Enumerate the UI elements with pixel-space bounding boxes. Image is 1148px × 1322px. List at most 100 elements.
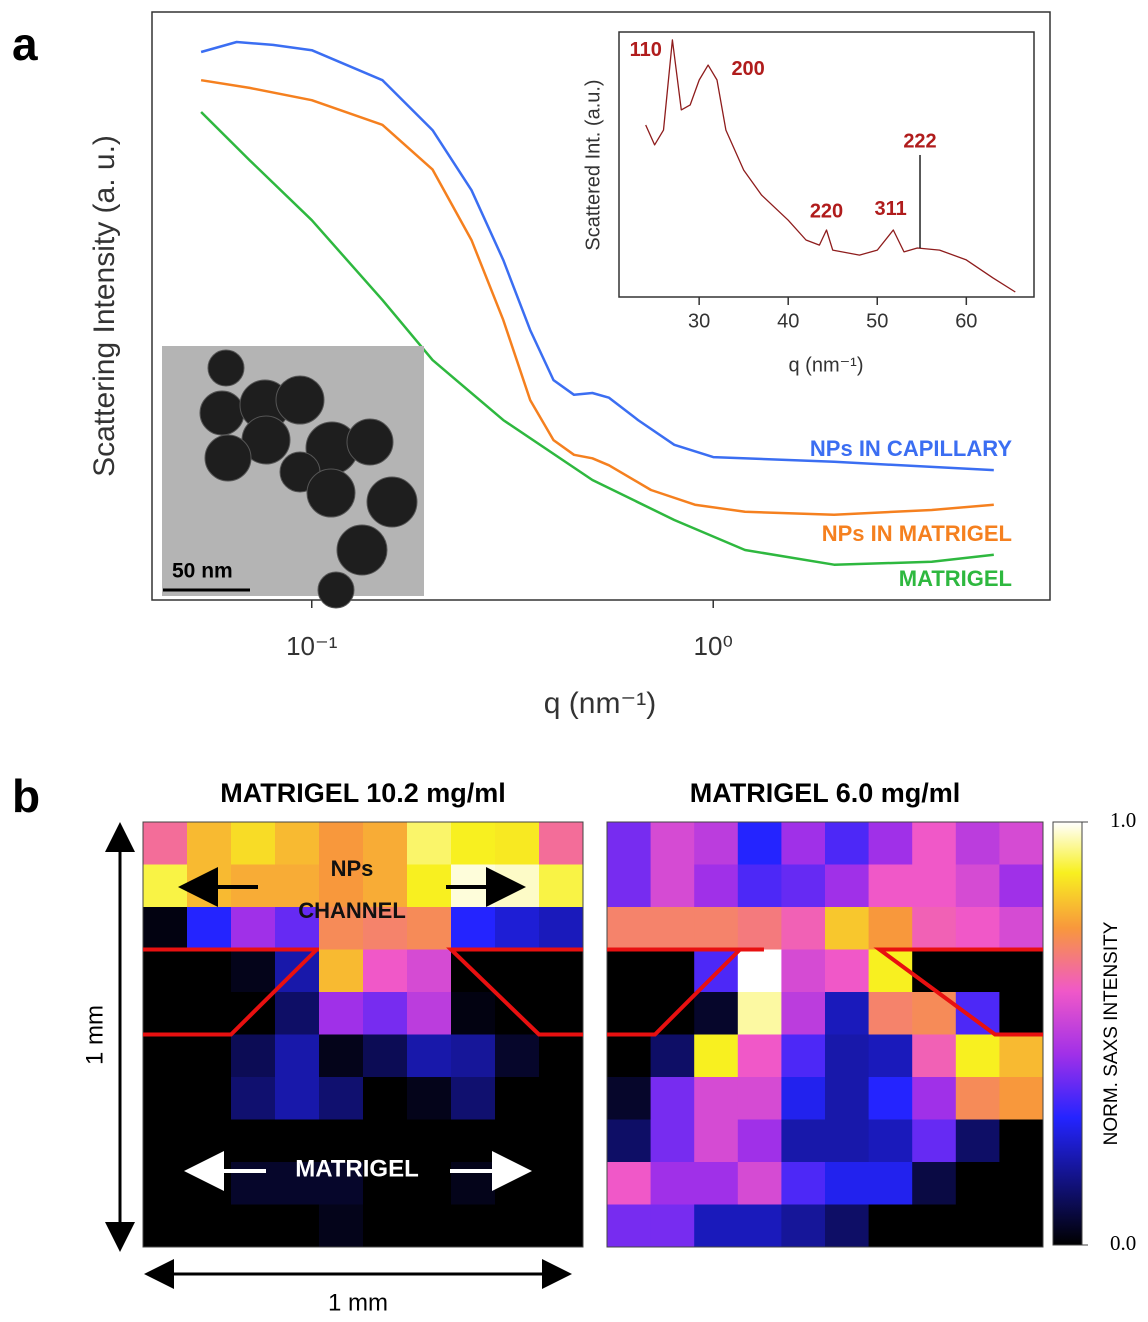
heat-cell [781, 992, 825, 1035]
heat-cell [187, 1120, 232, 1163]
heat-cell [694, 822, 738, 865]
heat-cell [407, 992, 452, 1035]
heat-cell [539, 907, 584, 950]
map-title: MATRIGEL 10.2 mg/ml [220, 778, 506, 808]
panel-label: a [12, 18, 38, 70]
heat-cell [407, 1205, 452, 1248]
heat-cell [187, 1205, 232, 1248]
heat-cell [407, 1035, 452, 1078]
heat-cell [738, 865, 782, 908]
heat-cell [738, 1077, 782, 1120]
series-label: NPs IN MATRIGEL [822, 521, 1012, 546]
heat-cell [651, 1077, 695, 1120]
peak-label: 311 [874, 198, 906, 220]
heat-cell [319, 1077, 364, 1120]
colorbar-tick-label: 1.0 [1110, 808, 1136, 832]
heat-cell [738, 992, 782, 1035]
heat-cell [999, 1205, 1043, 1248]
series-label: NPs IN CAPILLARY [810, 436, 1012, 461]
heat-cell [607, 865, 651, 908]
colorbar-label: NORM. SAXS INTENSITY [1101, 921, 1122, 1145]
heat-cell [187, 1077, 232, 1120]
heat-cell [539, 865, 584, 908]
heat-cell [319, 1035, 364, 1078]
heat-cell [781, 1035, 825, 1078]
heat-cell [999, 1035, 1043, 1078]
heat-cell [651, 822, 695, 865]
heat-cell [407, 822, 452, 865]
heat-cell [999, 907, 1043, 950]
channel-label: NPs [331, 856, 374, 881]
heat-cell [143, 950, 188, 993]
heat-cell [956, 822, 1000, 865]
colorbar [1053, 822, 1082, 1245]
heat-cell [451, 1120, 496, 1163]
heat-cell [231, 1035, 276, 1078]
x-tick-label: 10⁻¹ [286, 631, 338, 661]
heat-cell [869, 822, 913, 865]
x-tick-label: 30 [688, 310, 710, 332]
y-axis-label: Scattered Int. (a.u.) [582, 79, 604, 250]
heat-cell [187, 907, 232, 950]
heat-cell [651, 1120, 695, 1163]
heat-cell [956, 1120, 1000, 1163]
heat-cell [694, 1162, 738, 1205]
heat-cell [781, 822, 825, 865]
heat-cell [869, 1077, 913, 1120]
heat-cell [738, 1035, 782, 1078]
heat-cell [231, 1120, 276, 1163]
heat-cell [539, 1205, 584, 1248]
figure: a b 10⁻¹10⁰q (nm⁻¹)Scattering Intensity … [0, 0, 1148, 1322]
heat-cell [738, 822, 782, 865]
map-title: MATRIGEL 6.0 mg/ml [690, 778, 961, 808]
heat-cell [999, 865, 1043, 908]
heat-cell [651, 950, 695, 993]
heat-cell [869, 1035, 913, 1078]
heat-cell [781, 1120, 825, 1163]
heat-cell [999, 822, 1043, 865]
heat-cell [539, 950, 584, 993]
heat-cell [539, 1120, 584, 1163]
heat-cell [694, 1205, 738, 1248]
heat-cell [869, 1205, 913, 1248]
x-tick-label: 10⁰ [694, 631, 733, 661]
heat-cell [781, 1077, 825, 1120]
heat-cell [825, 992, 869, 1035]
heat-cell [825, 1205, 869, 1248]
heat-cell [495, 1077, 540, 1120]
heat-cell [694, 1077, 738, 1120]
heat-cell [912, 822, 956, 865]
heat-cell [694, 1035, 738, 1078]
heat-cell [781, 1205, 825, 1248]
heat-cell [912, 950, 956, 993]
heat-cell [187, 950, 232, 993]
heat-cell [651, 992, 695, 1035]
heat-cell [275, 1205, 320, 1248]
heat-cell [912, 907, 956, 950]
x-tick-label: 40 [777, 310, 799, 332]
heat-cell [407, 865, 452, 908]
heat-cell [143, 865, 188, 908]
matrigel-label: MATRIGEL [295, 1155, 419, 1182]
heat-cell [187, 992, 232, 1035]
heat-cell [407, 1077, 452, 1120]
heat-cell [451, 1162, 496, 1205]
heat-cell [738, 950, 782, 993]
heat-cell [651, 865, 695, 908]
heat-cell [738, 907, 782, 950]
heat-cell [999, 1077, 1043, 1120]
heat-cell [869, 1162, 913, 1205]
heat-cell [451, 992, 496, 1035]
heat-cell [912, 1077, 956, 1120]
heat-cell [363, 1077, 408, 1120]
heat-cell [231, 1205, 276, 1248]
heat-cell [825, 822, 869, 865]
heat-cell [539, 992, 584, 1035]
heat-cell [694, 907, 738, 950]
heat-cell [187, 1035, 232, 1078]
heat-cell [912, 1162, 956, 1205]
heat-cell [956, 1205, 1000, 1248]
x-tick-label: 50 [866, 310, 888, 332]
heat-cell [607, 950, 651, 993]
heat-cell [912, 992, 956, 1035]
